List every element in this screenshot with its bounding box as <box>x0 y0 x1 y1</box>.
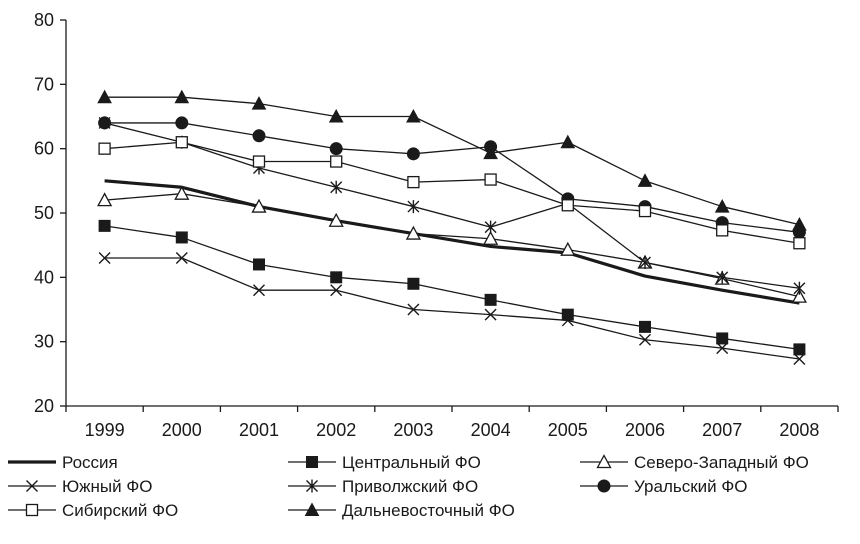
data-point-series-2 <box>640 321 651 332</box>
data-point-series-7 <box>485 174 496 185</box>
data-point-series-7 <box>99 143 110 154</box>
legend-item: Уральский ФО <box>580 477 748 496</box>
legend-label: Россия <box>62 453 118 472</box>
legend-label: Уральский ФО <box>634 477 748 496</box>
x-tick-label: 2002 <box>316 420 356 440</box>
y-tick-label: 70 <box>34 74 54 94</box>
x-tick-label: 2000 <box>162 420 202 440</box>
x-tick-label: 2004 <box>471 420 511 440</box>
series-line-2 <box>105 226 800 350</box>
legend-marker <box>307 457 318 468</box>
data-point-series-2 <box>254 259 265 270</box>
y-tick-label: 40 <box>34 267 54 287</box>
legend-label: Северо-Западный ФО <box>634 453 809 472</box>
plot-area: 20 30 40 50 60 70 80 1999 2000 2001 2002 2003 2004 20… <box>34 10 838 440</box>
x-tick-label: 2008 <box>779 420 819 440</box>
data-point-series-2 <box>99 220 110 231</box>
x-tick-label: 2006 <box>625 420 665 440</box>
data-point-series-6 <box>99 117 111 129</box>
legend: Россия Центральный ФО Северо-Западный ФО Юж… <box>8 453 809 520</box>
data-point-series-2 <box>794 344 805 355</box>
legend-label: Сибирский ФО <box>62 501 178 520</box>
data-point-series-6 <box>176 117 188 129</box>
data-point-series-7 <box>794 238 805 249</box>
legend-item: Сибирский ФО <box>8 501 178 520</box>
data-point-series-6 <box>330 143 342 155</box>
data-point-series-2 <box>562 309 573 320</box>
y-tick-label: 60 <box>34 139 54 159</box>
series-line-8 <box>105 97 800 224</box>
legend-label: Приволжский ФО <box>342 477 478 496</box>
legend-label: Дальневосточный ФО <box>342 501 515 520</box>
data-point-series-7 <box>640 206 651 217</box>
series-line-6 <box>105 123 800 232</box>
legend-item: Россия <box>8 453 118 472</box>
data-point-series-2 <box>408 278 419 289</box>
data-point-series-6 <box>407 148 419 160</box>
data-point-series-7 <box>176 137 187 148</box>
x-tick-label: 2001 <box>239 420 279 440</box>
legend-item: Северо-Западный ФО <box>580 453 809 472</box>
data-point-series-5 <box>485 221 496 234</box>
data-point-series-7 <box>717 225 728 236</box>
legend-label: Южный ФО <box>62 477 153 496</box>
y-tick-label: 20 <box>34 396 54 416</box>
x-tick-label: 1999 <box>85 420 125 440</box>
data-point-series-2 <box>717 333 728 344</box>
y-tick-label: 30 <box>34 332 54 352</box>
data-point-series-7 <box>331 156 342 167</box>
legend-marker <box>27 505 38 516</box>
data-point-series-2 <box>331 272 342 283</box>
legend-item: Центральный ФО <box>288 453 481 472</box>
series-line-3 <box>105 194 800 297</box>
x-tick-label: 2005 <box>548 420 588 440</box>
data-point-series-8 <box>716 200 729 212</box>
data-point-series-8 <box>561 136 574 148</box>
data-point-series-2 <box>176 232 187 243</box>
data-point-series-5 <box>331 181 342 194</box>
series-line-1 <box>105 181 800 303</box>
data-point-series-7 <box>254 156 265 167</box>
series-line-5 <box>105 123 800 288</box>
legend-label: Центральный ФО <box>342 453 481 472</box>
y-tick-label: 50 <box>34 203 54 223</box>
legend-marker <box>598 480 610 492</box>
data-point-series-6 <box>253 130 265 142</box>
y-tick-label: 80 <box>34 10 54 30</box>
data-point-series-8 <box>639 174 652 186</box>
data-point-series-2 <box>485 294 496 305</box>
data-point-series-5 <box>408 200 419 213</box>
x-tick-label: 2007 <box>702 420 742 440</box>
legend-item: Приволжский ФО <box>288 477 478 496</box>
data-point-series-7 <box>562 200 573 211</box>
data-point-series-7 <box>408 177 419 188</box>
legend-item: Южный ФО <box>8 477 153 496</box>
x-tick-label: 2003 <box>393 420 433 440</box>
legend-item: Дальневосточный ФО <box>288 501 515 520</box>
